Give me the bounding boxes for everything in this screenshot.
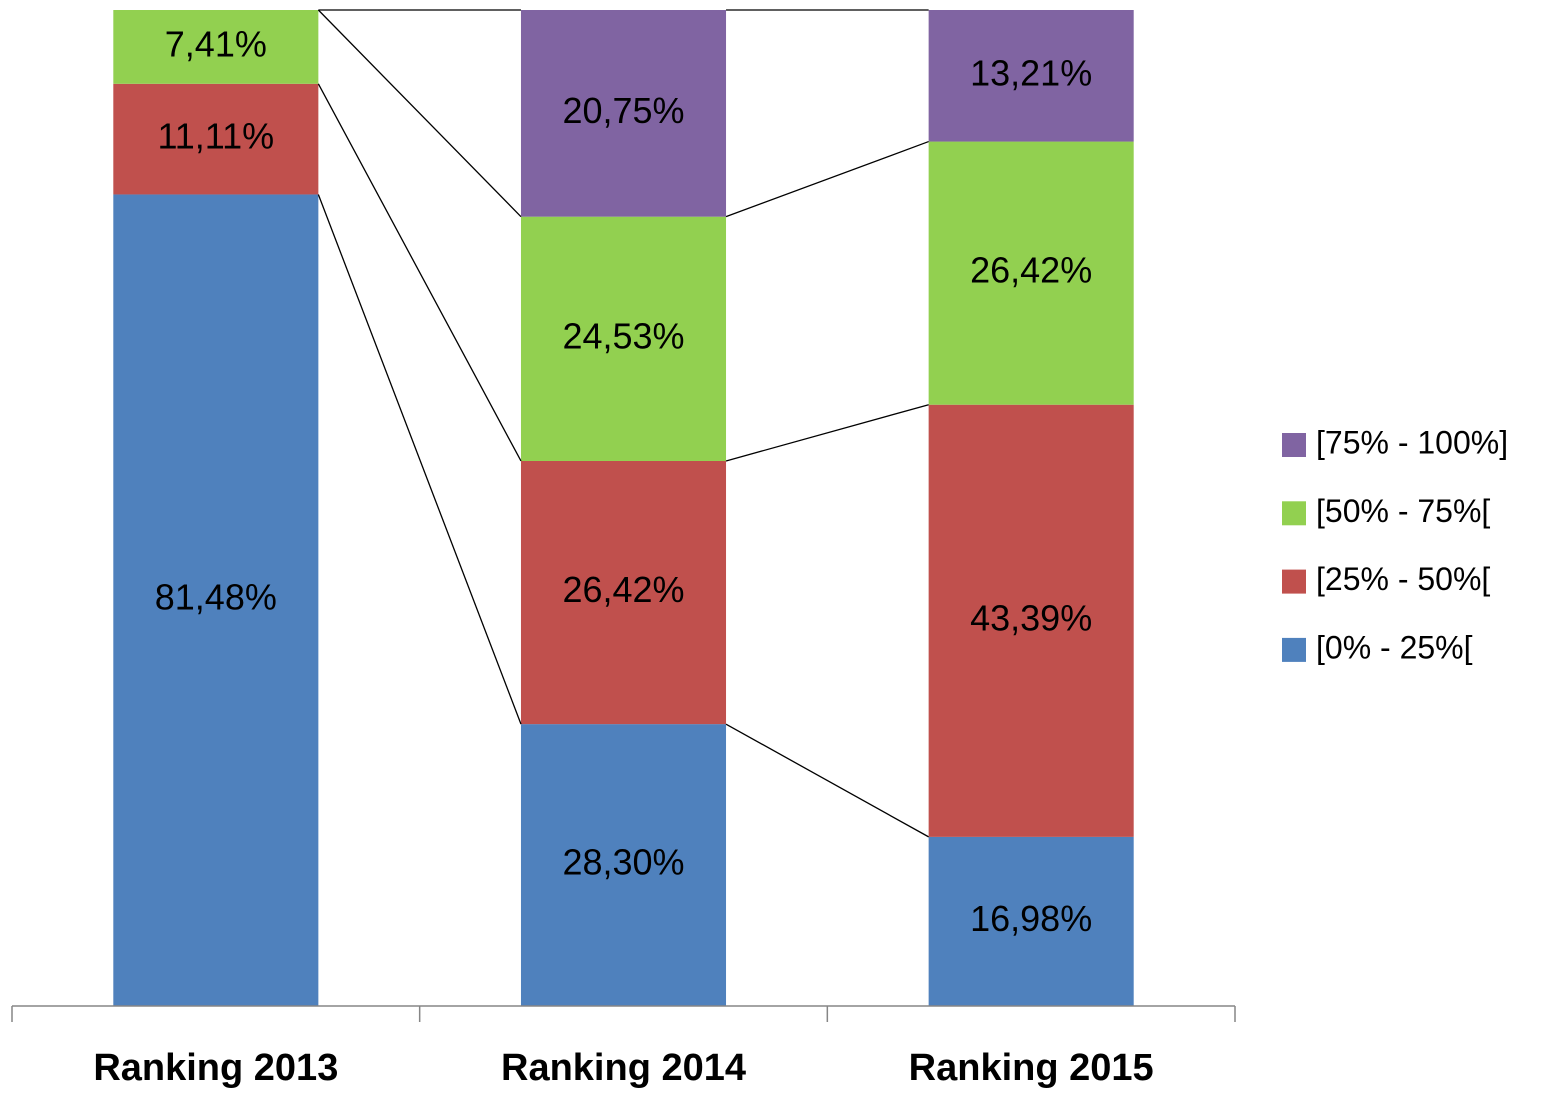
legend-label: [0% - 25%[ — [1316, 629, 1473, 665]
x-tick-label: Ranking 2013 — [93, 1047, 338, 1089]
bar-segment — [113, 10, 319, 84]
legend-swatch — [1282, 501, 1306, 526]
bar-segment — [520, 10, 727, 217]
legend-swatch — [1282, 637, 1306, 662]
data-label: 43,39% — [970, 597, 1092, 638]
bar-segment — [113, 83, 319, 195]
series-line — [317, 83, 522, 462]
bar-segment — [113, 194, 319, 1006]
bar-segment — [520, 216, 727, 461]
bar-segment — [520, 460, 727, 725]
legend-label: [50% - 75%[ — [1316, 493, 1490, 529]
data-label: 26,42% — [562, 569, 684, 610]
series-line — [317, 194, 522, 725]
series-line — [317, 9, 522, 218]
data-label: 13,21% — [970, 52, 1092, 93]
legend-swatch — [1282, 569, 1306, 594]
legend-label: [75% - 100%] — [1316, 424, 1508, 460]
series-line — [725, 723, 929, 838]
series-line — [725, 404, 929, 462]
bar-segment — [520, 724, 727, 1006]
legend-label: [25% - 50%[ — [1316, 561, 1490, 597]
legend-swatch — [1282, 433, 1306, 457]
data-label: 7,41% — [165, 23, 267, 64]
data-label: 24,53% — [562, 315, 684, 356]
bar-segment — [928, 404, 1134, 837]
series-line — [725, 140, 929, 218]
data-label: 16,98% — [970, 898, 1092, 939]
bar-segment — [928, 836, 1134, 1006]
bar-segment — [928, 141, 1134, 405]
x-tick-label: Ranking 2015 — [909, 1047, 1154, 1089]
data-label: 28,30% — [562, 842, 684, 883]
bar-segment — [928, 10, 1134, 142]
data-label: 11,11% — [157, 116, 274, 157]
data-label: 20,75% — [562, 90, 684, 131]
data-label: 26,42% — [970, 250, 1092, 291]
data-label: 81,48% — [155, 577, 277, 618]
x-tick-label: Ranking 2014 — [501, 1047, 746, 1089]
